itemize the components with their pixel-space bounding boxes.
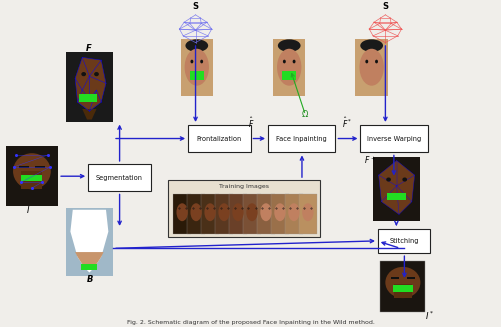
Polygon shape (75, 57, 106, 111)
Ellipse shape (360, 39, 383, 52)
Bar (188, 125, 250, 152)
Ellipse shape (190, 60, 193, 63)
Bar (407, 277, 415, 280)
Bar (391, 277, 399, 280)
Ellipse shape (185, 39, 208, 52)
Text: $F^+$: $F^+$ (364, 155, 376, 166)
Bar (373, 157, 420, 221)
Bar (190, 71, 204, 80)
Bar (378, 229, 430, 253)
Ellipse shape (81, 72, 86, 76)
Text: B: B (87, 275, 93, 284)
Ellipse shape (218, 203, 230, 221)
Bar (66, 52, 113, 122)
Bar (35, 166, 45, 168)
Ellipse shape (232, 203, 243, 221)
Text: F: F (86, 44, 92, 53)
Ellipse shape (184, 49, 209, 86)
Ellipse shape (176, 203, 188, 221)
Polygon shape (379, 161, 415, 215)
Bar (22, 171, 43, 189)
Ellipse shape (302, 203, 314, 221)
Ellipse shape (190, 203, 202, 221)
Text: Segmentation: Segmentation (96, 175, 143, 181)
Bar (282, 71, 297, 80)
Ellipse shape (293, 60, 296, 63)
Bar (229, 194, 247, 234)
Ellipse shape (94, 72, 99, 76)
Bar (81, 264, 97, 270)
Ellipse shape (402, 178, 407, 181)
Ellipse shape (200, 60, 203, 63)
Bar (393, 285, 413, 292)
Bar (271, 194, 289, 234)
Bar (88, 164, 151, 192)
Ellipse shape (385, 267, 420, 298)
Text: $\hat{F}$: $\hat{F}$ (248, 115, 255, 129)
Bar (20, 166, 29, 168)
Bar (187, 194, 205, 234)
Text: Training Images: Training Images (219, 184, 269, 189)
Polygon shape (75, 252, 104, 268)
Ellipse shape (278, 39, 301, 52)
Text: $\hat{F}^*$: $\hat{F}^*$ (342, 115, 352, 129)
Bar (285, 194, 303, 234)
Bar (201, 194, 219, 234)
Bar (168, 180, 321, 237)
Text: Frontalization: Frontalization (197, 136, 242, 142)
Ellipse shape (365, 60, 368, 63)
Text: S: S (382, 2, 388, 11)
Bar (360, 125, 428, 152)
Bar (268, 125, 336, 152)
Polygon shape (70, 210, 108, 272)
Bar (243, 194, 261, 234)
Ellipse shape (386, 178, 391, 181)
Bar (394, 284, 412, 298)
Bar (257, 194, 275, 234)
Ellipse shape (283, 60, 286, 63)
Bar (215, 194, 233, 234)
Text: Fig. 2. Schematic diagram of the proposed Face Inpainting in the Wild method.: Fig. 2. Schematic diagram of the propose… (127, 320, 374, 325)
Bar (180, 39, 213, 95)
Ellipse shape (261, 203, 272, 221)
Text: S: S (192, 2, 198, 11)
Ellipse shape (204, 203, 216, 221)
Text: Stitching: Stitching (389, 238, 419, 244)
Bar (79, 94, 97, 102)
Bar (273, 39, 306, 95)
Text: $I^*$: $I^*$ (425, 310, 434, 322)
Text: $\Omega$: $\Omega$ (302, 108, 310, 119)
Ellipse shape (246, 203, 258, 221)
Ellipse shape (288, 203, 300, 221)
Ellipse shape (274, 203, 286, 221)
Bar (299, 194, 317, 234)
Ellipse shape (375, 60, 378, 63)
Text: Face Inpainting: Face Inpainting (277, 136, 327, 142)
Polygon shape (82, 109, 97, 120)
Bar (173, 194, 191, 234)
Bar (22, 175, 43, 181)
Bar (387, 193, 406, 200)
Ellipse shape (13, 153, 51, 189)
Bar (380, 261, 425, 312)
Ellipse shape (277, 49, 302, 86)
Text: Inverse Warping: Inverse Warping (367, 136, 421, 142)
Ellipse shape (360, 49, 384, 86)
Bar (6, 146, 58, 206)
Text: I: I (27, 206, 30, 215)
Bar (355, 39, 388, 95)
Bar (66, 208, 113, 276)
